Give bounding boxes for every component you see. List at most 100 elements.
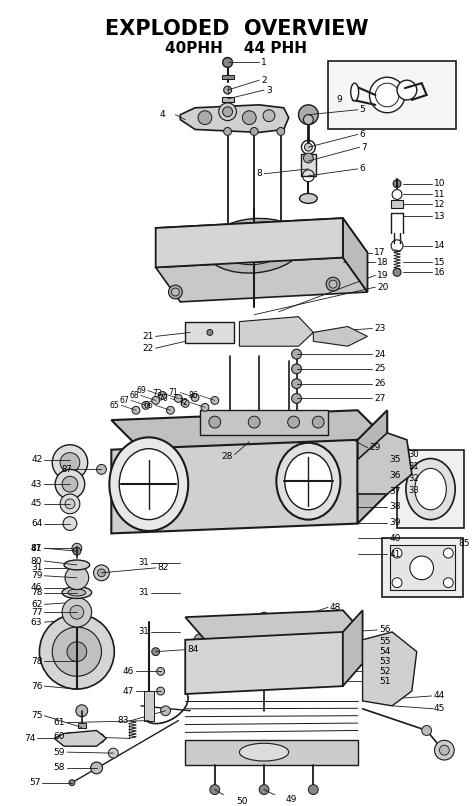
Ellipse shape (64, 560, 90, 570)
Ellipse shape (68, 589, 86, 596)
Ellipse shape (406, 459, 455, 520)
Circle shape (109, 748, 118, 758)
Circle shape (172, 234, 179, 242)
Circle shape (259, 613, 269, 622)
Text: 50: 50 (237, 797, 248, 806)
Text: 40PHH    44 PHH: 40PHH 44 PHH (165, 41, 308, 56)
Text: 31: 31 (138, 559, 149, 567)
Bar (382, 538, 463, 597)
Circle shape (194, 634, 206, 646)
Circle shape (172, 288, 179, 296)
Circle shape (392, 578, 402, 588)
Bar (185, 322, 235, 343)
Circle shape (98, 569, 105, 577)
Circle shape (76, 705, 88, 717)
Circle shape (69, 779, 75, 786)
Circle shape (392, 548, 402, 558)
Text: 45: 45 (434, 704, 445, 713)
Circle shape (393, 180, 401, 188)
Text: 51: 51 (379, 677, 391, 686)
Circle shape (322, 628, 334, 640)
Circle shape (303, 153, 313, 163)
Text: 37: 37 (389, 487, 401, 496)
Circle shape (194, 677, 206, 689)
Circle shape (259, 785, 269, 795)
Ellipse shape (351, 83, 359, 101)
Text: 84: 84 (187, 645, 199, 654)
Bar (390, 545, 455, 589)
Circle shape (292, 364, 301, 374)
Circle shape (201, 403, 209, 411)
Circle shape (443, 578, 453, 588)
Text: EXPLODED  OVERVIEW: EXPLODED OVERVIEW (105, 19, 368, 39)
Polygon shape (155, 218, 367, 263)
Text: 61: 61 (54, 718, 65, 727)
Text: 31: 31 (408, 462, 419, 471)
Circle shape (224, 127, 231, 135)
Text: 24: 24 (374, 350, 386, 359)
Circle shape (52, 627, 101, 676)
Ellipse shape (119, 449, 178, 520)
Circle shape (277, 127, 285, 135)
Text: 49: 49 (286, 795, 297, 804)
Text: 65: 65 (109, 401, 119, 409)
Text: 69: 69 (136, 386, 146, 395)
Bar (328, 60, 456, 130)
Bar (200, 410, 328, 435)
Ellipse shape (205, 218, 303, 273)
Text: 19: 19 (377, 271, 389, 280)
Bar (222, 75, 234, 79)
Text: 31: 31 (31, 563, 42, 572)
Circle shape (223, 57, 233, 68)
Polygon shape (185, 610, 363, 640)
Text: 40: 40 (389, 534, 401, 543)
Circle shape (70, 605, 84, 619)
Circle shape (168, 285, 182, 299)
Text: 44: 44 (434, 692, 445, 700)
Text: 78: 78 (31, 657, 42, 666)
Text: 8: 8 (256, 169, 262, 178)
Circle shape (166, 406, 174, 414)
Text: 22: 22 (143, 343, 154, 353)
Bar (222, 97, 234, 102)
Polygon shape (111, 410, 387, 450)
Text: 46: 46 (123, 667, 134, 676)
Text: 21: 21 (142, 332, 154, 341)
Circle shape (161, 706, 171, 716)
Text: 57: 57 (29, 778, 40, 787)
Text: 32: 32 (408, 474, 419, 483)
Text: 63: 63 (31, 617, 42, 626)
Circle shape (209, 416, 221, 428)
Circle shape (174, 394, 182, 402)
Circle shape (250, 127, 258, 135)
Circle shape (242, 110, 256, 125)
Polygon shape (358, 410, 387, 524)
Circle shape (329, 280, 337, 288)
Text: 48: 48 (330, 603, 341, 612)
Text: 66: 66 (144, 401, 154, 409)
Circle shape (67, 642, 87, 662)
Polygon shape (185, 632, 343, 694)
Ellipse shape (382, 440, 412, 484)
Text: 20: 20 (377, 283, 389, 292)
Circle shape (312, 416, 324, 428)
Polygon shape (313, 326, 367, 347)
Circle shape (422, 725, 431, 735)
Text: 28: 28 (221, 452, 233, 461)
Text: 45: 45 (31, 500, 42, 509)
Circle shape (72, 583, 82, 592)
Text: 68: 68 (129, 391, 139, 400)
Text: 62: 62 (31, 600, 42, 609)
Text: 76: 76 (31, 682, 42, 691)
Circle shape (152, 648, 160, 655)
Text: 86: 86 (188, 391, 198, 400)
Text: 75: 75 (31, 711, 42, 721)
Text: 81: 81 (31, 544, 42, 553)
Circle shape (223, 107, 233, 117)
Text: 36: 36 (389, 471, 401, 480)
Circle shape (73, 547, 81, 555)
Polygon shape (180, 105, 289, 132)
Circle shape (394, 673, 410, 689)
Text: 31: 31 (138, 627, 149, 637)
Text: 64: 64 (31, 519, 42, 528)
